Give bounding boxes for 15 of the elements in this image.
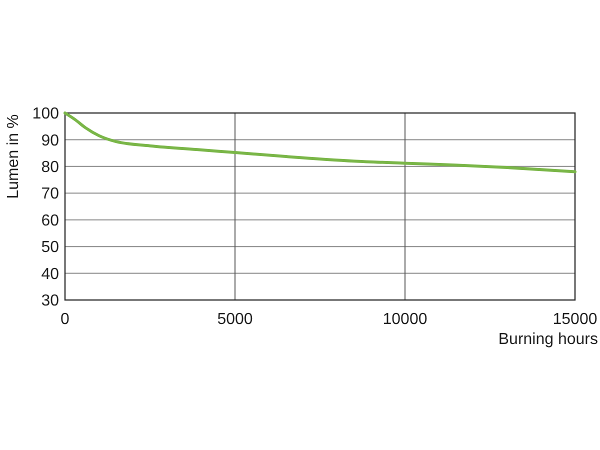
- y-tick-label: 60: [41, 212, 60, 230]
- y-tick-label: 70: [41, 186, 60, 203]
- y-tick-label: 80: [41, 159, 60, 176]
- y-tick-label: 90: [41, 132, 60, 150]
- x-tick-label: 0: [60, 311, 70, 328]
- x-tick-label: 10000: [382, 311, 428, 328]
- y-tick-label: 40: [41, 266, 60, 283]
- x-axis-title: Burning hours: [498, 331, 598, 348]
- line-series: [64, 112, 576, 174]
- y-axis-title: Lumen in %: [5, 114, 22, 199]
- x-tick-label: 5000: [217, 311, 253, 328]
- y-tick-label: 100: [32, 106, 60, 123]
- y-tick-label: 50: [41, 239, 60, 256]
- y-tick-label: 30: [41, 292, 60, 310]
- x-tick-label: 15000: [552, 311, 598, 328]
